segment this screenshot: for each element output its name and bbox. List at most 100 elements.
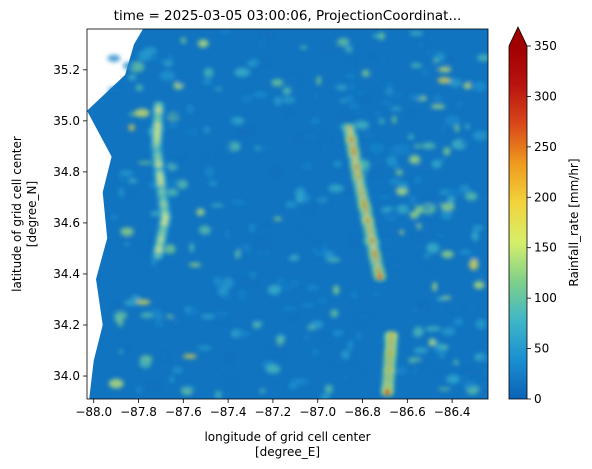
rain-blob	[361, 131, 376, 140]
rain-blob	[436, 158, 446, 163]
rain-blob	[187, 127, 198, 137]
rain-blob	[447, 196, 455, 205]
rain-blob	[110, 215, 118, 219]
rain-blob	[342, 184, 357, 194]
x-tick-label: −86.8	[344, 405, 381, 419]
rain-blob	[177, 179, 188, 189]
rain-blob	[435, 341, 441, 351]
rain-blob	[210, 203, 224, 207]
rain-blob	[330, 309, 339, 318]
rain-blob	[282, 96, 296, 104]
rain-blob	[295, 186, 306, 198]
rain-blob	[137, 161, 154, 165]
rain-blob	[407, 134, 415, 140]
rain-blob	[378, 118, 385, 124]
rain-blob	[425, 326, 441, 332]
rain-blob	[316, 76, 322, 86]
rain-blob	[234, 249, 241, 259]
y-tick-label: 34.6	[53, 216, 80, 230]
rain-blob	[239, 244, 247, 255]
rain-blob	[339, 99, 347, 103]
rain-blob	[169, 178, 178, 189]
rain-blob	[248, 223, 256, 233]
rain-blob	[227, 141, 241, 152]
y-tick-label: 35.0	[53, 114, 80, 128]
rain-blob	[315, 254, 321, 258]
rain-blob	[190, 390, 203, 397]
rain-blob	[459, 184, 471, 193]
storm-core	[162, 214, 169, 221]
rain-blob	[377, 194, 392, 199]
storm-core	[384, 389, 391, 396]
rain-blob	[483, 369, 488, 373]
rain-blob	[310, 320, 324, 329]
rain-blob	[463, 82, 472, 90]
rain-blob	[310, 118, 321, 124]
rain-blob	[311, 348, 320, 357]
y-tick-label: 34.8	[53, 165, 80, 179]
rain-blob	[468, 259, 479, 271]
rain-blob	[149, 382, 160, 389]
rain-blob	[440, 209, 453, 220]
rain-blob	[273, 96, 283, 106]
rain-blob	[413, 326, 424, 337]
rain-blob	[124, 299, 139, 306]
rain-blob	[225, 228, 230, 240]
rain-blob	[256, 249, 272, 257]
rain-blob	[287, 109, 292, 115]
rain-blob	[379, 32, 385, 41]
rain-blob	[426, 242, 440, 254]
rain-blob	[214, 390, 222, 399]
rain-blob	[255, 239, 270, 251]
rain-blob	[454, 99, 464, 110]
rain-blob	[119, 170, 134, 176]
rain-blob	[203, 152, 208, 161]
rain-blob	[251, 57, 260, 66]
colorbar	[509, 46, 527, 399]
rain-blob	[475, 319, 487, 330]
rain-blob	[257, 38, 268, 50]
rain-blob	[216, 367, 230, 372]
rain-blob	[392, 115, 397, 124]
rain-blob	[202, 79, 212, 85]
rain-blob	[432, 282, 437, 292]
rain-blob	[414, 302, 427, 313]
rain-blob	[236, 330, 251, 337]
rain-blob	[337, 44, 344, 54]
rain-blob	[438, 387, 451, 391]
rain-blob	[162, 59, 174, 67]
y-tick-label: 34.4	[53, 267, 80, 281]
rain-blob	[147, 57, 163, 61]
rain-blob	[151, 308, 162, 319]
rain-blob	[118, 187, 125, 197]
rain-blob	[183, 354, 197, 359]
rain-blob	[385, 81, 395, 87]
rain-blob	[288, 382, 299, 390]
rain-blob	[175, 74, 190, 86]
y-tick-label: 34.0	[53, 369, 80, 383]
rain-blob	[462, 380, 477, 389]
rain-blob	[471, 230, 479, 242]
rain-blob	[130, 290, 137, 296]
rain-blob	[416, 164, 432, 171]
rain-blob	[380, 101, 392, 105]
rain-blob	[433, 59, 439, 63]
rain-blob	[276, 336, 285, 345]
rain-blob	[314, 92, 319, 100]
rain-blob	[196, 208, 205, 216]
rain-blob	[259, 388, 266, 394]
rain-blob	[143, 46, 158, 56]
rain-blob	[135, 385, 143, 394]
rain-blob	[453, 318, 464, 326]
rain-blob	[433, 200, 445, 205]
rain-blob	[377, 237, 394, 249]
rain-blob	[166, 113, 182, 119]
rain-blob	[478, 272, 485, 278]
rain-blob	[256, 60, 273, 66]
rain-blob	[258, 144, 269, 151]
rain-blob	[140, 312, 154, 319]
rain-blob	[459, 249, 471, 256]
rain-blob	[430, 374, 438, 377]
rain-blob	[125, 347, 131, 351]
